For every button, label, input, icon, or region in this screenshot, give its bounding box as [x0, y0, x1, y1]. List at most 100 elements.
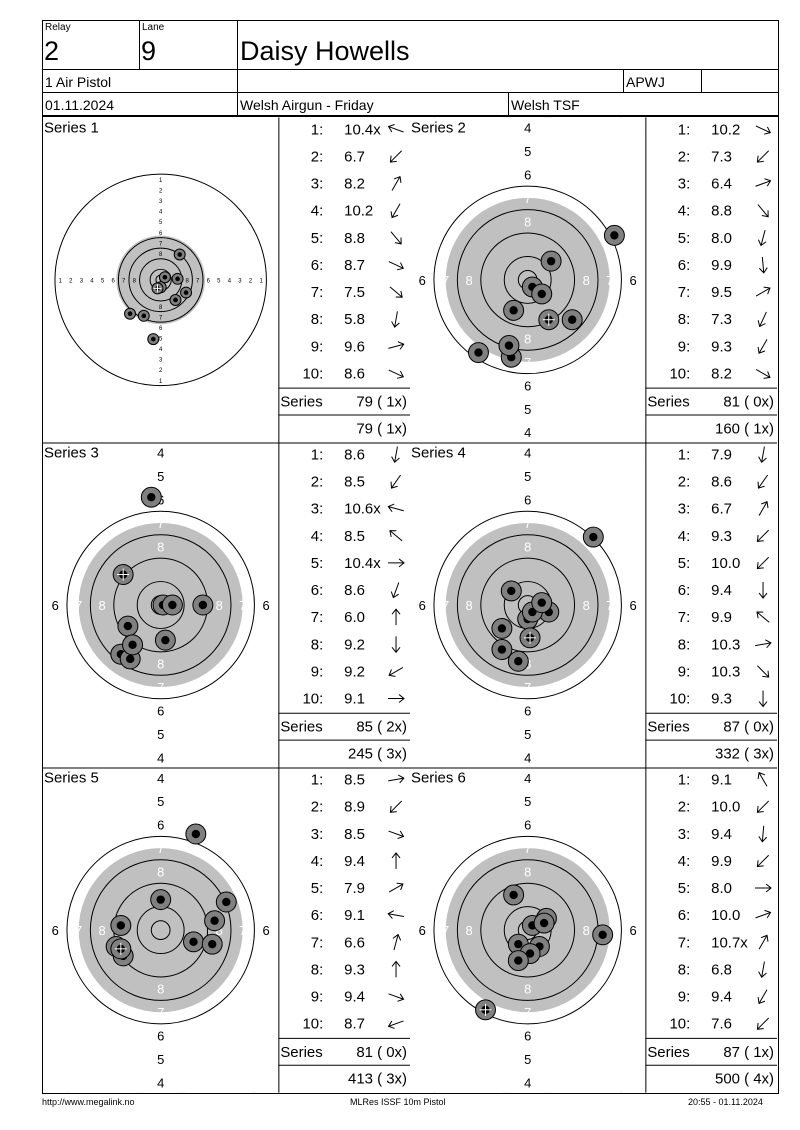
shot-number: 5: [678, 555, 690, 572]
ring-number: 8 [157, 982, 164, 997]
shot-number: 10: [669, 365, 690, 382]
direction-arrow [391, 175, 402, 191]
direction-arrow [755, 369, 771, 379]
ring-number: 3 [333, 598, 340, 613]
shot-number: 8: [678, 311, 690, 328]
divider [139, 21, 140, 69]
shot-number: 10: [302, 1016, 323, 1033]
shot-number: 9: [678, 663, 690, 680]
ring-number: 4 [90, 278, 94, 284]
ring-number: 7 [157, 841, 164, 856]
shot-core [497, 624, 507, 633]
shot-core [509, 306, 518, 315]
direction-arrow [757, 204, 769, 218]
lane-value: 9 [141, 36, 157, 66]
ring-number: 8 [465, 598, 472, 613]
shot-score: 9.9 [711, 257, 732, 274]
shot-number: 4: [678, 203, 690, 220]
ring-number: 4 [524, 121, 531, 136]
shot-number: 9: [311, 989, 323, 1006]
shot-number: 2: [311, 148, 323, 165]
shot-number: 2: [311, 474, 323, 491]
direction-arrow [757, 311, 767, 328]
direction-arrow [389, 150, 403, 163]
shot-number: 2: [678, 799, 690, 816]
shot-number: 10: [302, 691, 323, 708]
ring-number: 5 [524, 727, 531, 742]
shot-score: 10.2 [344, 203, 373, 220]
shot-number: 8: [678, 961, 690, 978]
shot-number: 8: [311, 961, 323, 978]
ring-number: 8 [157, 865, 164, 880]
cumulative-total: 245 ( 3x) [348, 746, 407, 763]
shot-score: 8.7 [344, 1016, 365, 1033]
shot-number: 3: [311, 826, 323, 843]
ring-number: 4 [524, 750, 531, 765]
shot-score: 6.0 [344, 609, 365, 626]
shot-core [156, 895, 165, 904]
ring-number: 6 [159, 326, 163, 332]
ring-number: 8 [216, 598, 223, 613]
series-label: Series [647, 394, 689, 411]
shot-core [126, 654, 135, 664]
score-ring [480, 882, 576, 978]
ring-number: 4 [372, 923, 379, 938]
ring-number: 8 [133, 278, 137, 284]
discipline: 1 Air Pistol [45, 74, 112, 90]
shot-score: 9.5 [711, 284, 732, 301]
shooter-name: Daisy Howells [240, 36, 410, 66]
series-title: Series 6 [411, 770, 466, 787]
direction-arrow [389, 800, 403, 813]
ring-number: 3 [700, 598, 707, 613]
ring-number: 8 [216, 923, 223, 938]
shot-core [162, 274, 168, 280]
ring-number: 3 [238, 278, 242, 284]
ring-number: 8 [524, 331, 531, 346]
direction-arrow [390, 203, 401, 219]
shot-score: 6.7 [711, 501, 732, 518]
shot-number: 1: [311, 121, 323, 138]
relay-label: Relay [45, 22, 71, 33]
ring-number: 8 [98, 923, 105, 938]
inner-ten [150, 920, 171, 940]
score-ring [480, 232, 576, 328]
shot-score: 9.2 [344, 636, 365, 653]
shot-score: 10.7x [711, 934, 748, 951]
ring-number: 5 [286, 598, 293, 613]
shot-core [474, 348, 483, 357]
black-area [78, 848, 243, 1013]
ring-number: 6 [524, 1029, 531, 1044]
shot-score: 9.4 [711, 826, 732, 843]
shot-core [127, 311, 133, 317]
lane-label: Lane [142, 22, 165, 33]
ring-number: 8 [159, 252, 163, 258]
direction-arrow [388, 341, 405, 350]
ring-number: 7 [157, 680, 164, 695]
ring-number: 8 [524, 214, 531, 229]
ring-number: 7 [442, 273, 449, 288]
ring-number: 5 [157, 1052, 164, 1067]
shot-number: 1: [678, 446, 690, 463]
direction-arrow [757, 665, 770, 678]
direction-arrow [758, 501, 769, 516]
direction-arrow [756, 150, 770, 163]
shot-score: 8.2 [711, 365, 732, 382]
competition: Welsh Airgun - Friday [240, 97, 374, 113]
shot-score: 10.3 [711, 663, 740, 680]
relay-value: 2 [44, 36, 60, 66]
shot-score: 9.4 [711, 582, 732, 599]
shot-number: 1: [678, 121, 690, 138]
footer-timestamp: 20:55 - 01.11.2024 [688, 1097, 763, 1107]
shot-score: 9.1 [711, 772, 732, 789]
direction-arrow [391, 852, 401, 869]
shot-score: 10.0 [711, 907, 740, 924]
shot-score: 6.4 [711, 176, 732, 193]
ring-number: 6 [524, 703, 531, 718]
organizer: Welsh TSF [511, 97, 580, 113]
direction-arrow [389, 286, 403, 298]
shot-core [123, 621, 133, 631]
ring-number: 6 [524, 818, 531, 833]
shot-number: 8: [311, 636, 323, 653]
